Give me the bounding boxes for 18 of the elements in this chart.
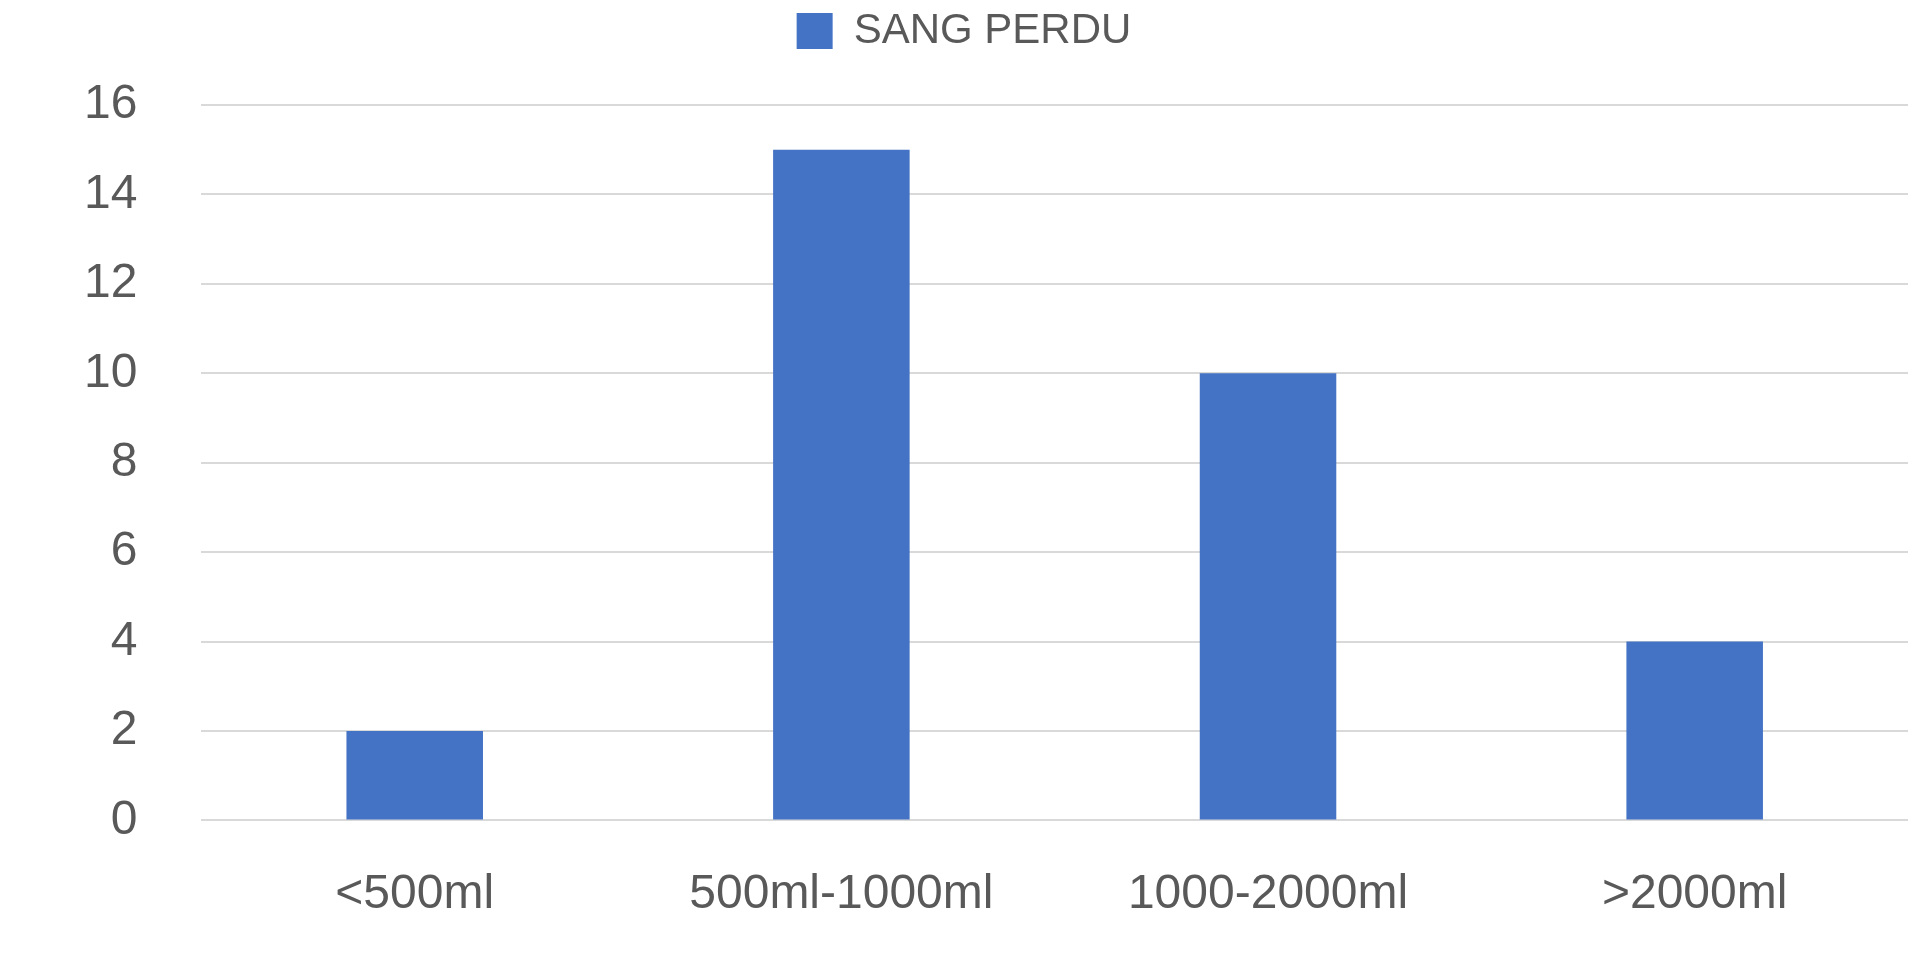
y-tick-label: 0 <box>110 790 138 844</box>
bar <box>773 149 910 820</box>
x-tick-label: 1000-2000ml <box>1127 865 1409 919</box>
y-tick-label: 4 <box>110 611 138 665</box>
y-tick-label: 14 <box>84 164 138 218</box>
x-tick-label: <500ml <box>335 865 495 919</box>
y-tick-label: 10 <box>84 343 138 397</box>
y-tick-label: 8 <box>110 432 138 486</box>
bar <box>346 730 483 820</box>
y-tick-label: 2 <box>110 701 138 755</box>
legend-label: SANG PERDU <box>853 4 1132 52</box>
y-tick-label: 12 <box>84 254 138 308</box>
y-tick-label: 16 <box>84 75 138 129</box>
bar <box>1199 373 1337 820</box>
bar <box>1626 641 1763 820</box>
y-tick-label: 6 <box>110 522 138 576</box>
x-tick-label: 500ml-1000ml <box>689 865 994 919</box>
x-tick-label: >2000ml <box>1601 865 1788 919</box>
